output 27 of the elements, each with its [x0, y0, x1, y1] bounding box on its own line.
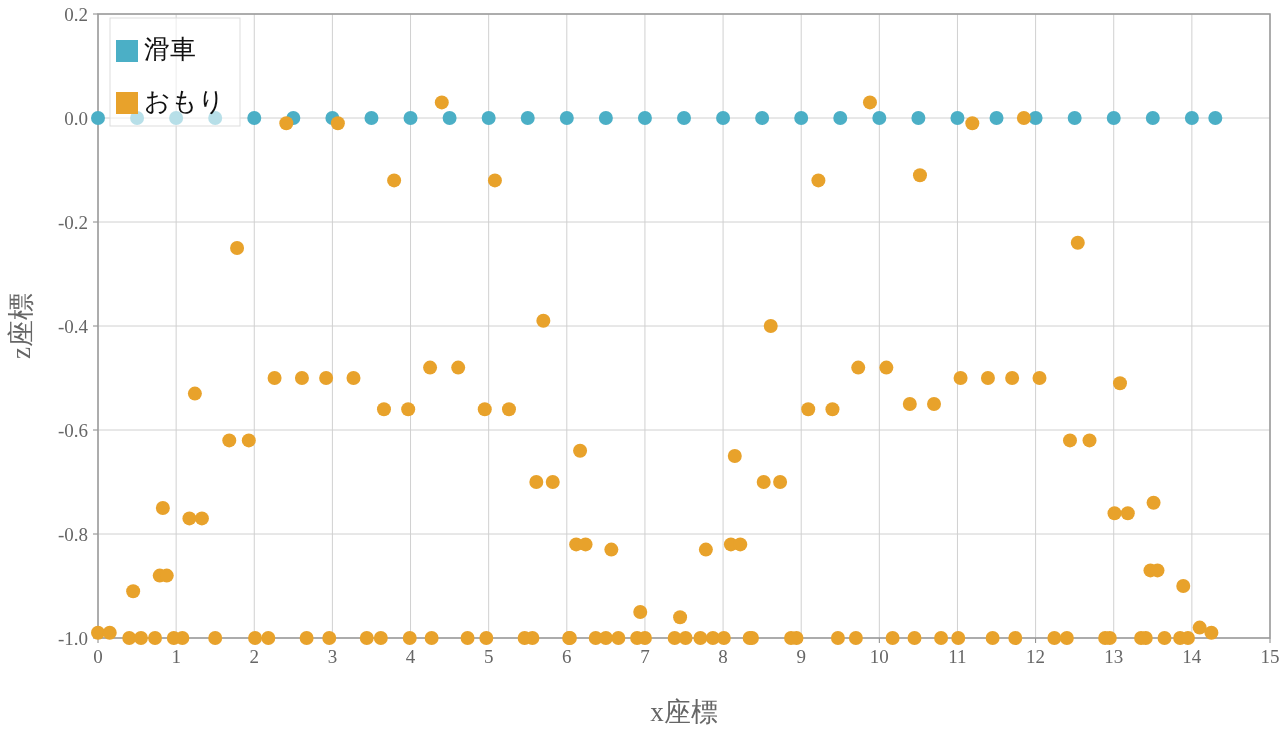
x-tick-label: 5 — [483, 646, 494, 667]
y-tick-label: 0.0 — [64, 108, 88, 129]
x-tick-label: 2 — [249, 646, 260, 667]
legend-label: 滑車 — [144, 34, 196, 64]
y-tick-label: -0.8 — [57, 524, 88, 545]
y-tick-label: -0.4 — [57, 316, 89, 337]
y-tick-label: -0.6 — [57, 420, 88, 441]
x-tick-label: 11 — [948, 646, 967, 667]
legend-label: おもり — [144, 86, 225, 116]
x-tick-label: 4 — [405, 646, 416, 667]
y-tick-label: 0.2 — [64, 4, 88, 25]
x-tick-label: 13 — [1104, 646, 1124, 667]
x-tick-label: 0 — [93, 646, 103, 667]
x-tick-label: 9 — [796, 646, 806, 667]
x-tick-label: 10 — [869, 646, 889, 667]
y-tick-label: -0.2 — [57, 212, 88, 233]
x-tick-label: 1 — [171, 646, 181, 667]
y-axis-title: z座標 — [6, 293, 36, 359]
x-tick-label: 14 — [1182, 646, 1202, 667]
x-tick-label: 7 — [640, 646, 650, 667]
x-tick-label: 3 — [327, 646, 338, 667]
x-axis-title: x座標 — [650, 697, 718, 727]
x-tick-label: 15 — [1260, 646, 1280, 667]
x-tick-label: 12 — [1026, 646, 1046, 667]
x-tick-label: 6 — [562, 646, 572, 667]
x-tick-label: 8 — [718, 646, 728, 667]
y-tick-label: -1.0 — [57, 628, 88, 649]
